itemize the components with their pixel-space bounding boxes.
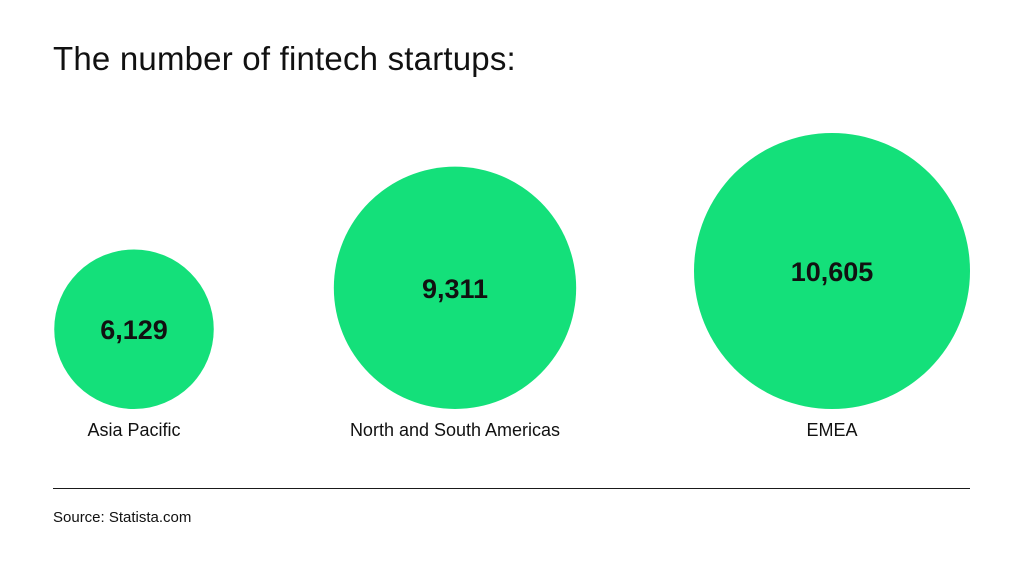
divider	[53, 488, 970, 489]
category-label-emea: EMEA	[806, 420, 857, 440]
category-label-asia-pacific: Asia Pacific	[87, 420, 180, 440]
bubble-asia-pacific	[54, 249, 214, 409]
value-label-asia-pacific: 6,129	[100, 315, 168, 345]
category-label-north-and-south-americas: North and South Americas	[350, 420, 560, 440]
bubble-emea	[694, 133, 970, 409]
chart-title: The number of fintech startups:	[53, 40, 516, 77]
bubble-north-and-south-americas	[333, 166, 577, 409]
source-note: Source: Statista.com	[53, 509, 192, 526]
value-label-north-and-south-americas: 9,311	[422, 274, 488, 304]
value-label-emea: 10,605	[791, 257, 874, 287]
